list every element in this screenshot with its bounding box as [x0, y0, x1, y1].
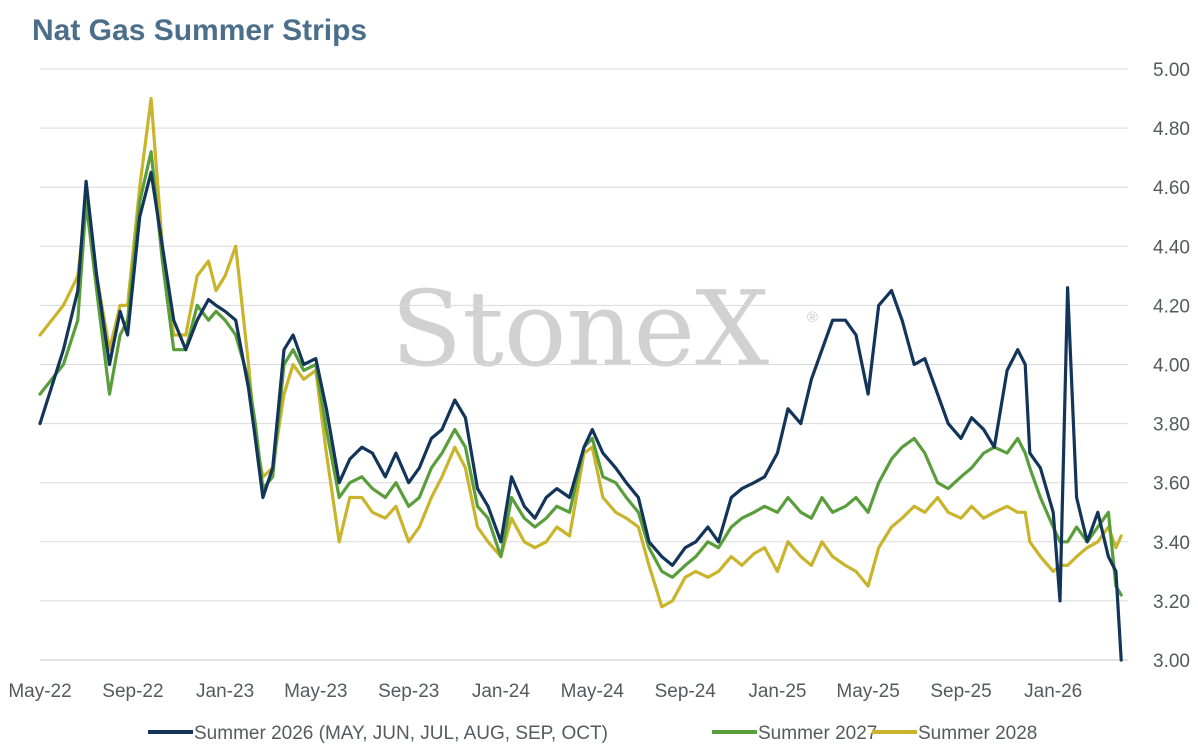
x-tick-label: Jan-24: [472, 681, 531, 702]
y-tick-label: 4.00: [1153, 356, 1190, 377]
x-tick-label: Jan-23: [196, 681, 254, 702]
y-tick-label: 3.40: [1153, 533, 1190, 554]
y-tick-label: 3.00: [1153, 651, 1190, 672]
y-tick-label: 3.80: [1153, 415, 1190, 436]
watermark-registered-mark: ®: [807, 309, 818, 326]
x-tick-label: Sep-22: [102, 681, 163, 702]
y-tick-label: 4.80: [1153, 119, 1190, 140]
x-axis-ticks: May-22 Sep-22 Jan-23 May-23 Sep-23 Jan-24 May-…: [8, 681, 1082, 702]
x-tick-label: May-25: [836, 681, 899, 702]
legend-label: Summer 2026 (MAY, JUN, JUL, AUG, SEP, OC…: [194, 723, 608, 744]
chart-title: Nat Gas Summer Strips: [32, 14, 368, 47]
legend-label: Summer 2027: [758, 723, 877, 744]
series-lines: [38, 96, 1123, 662]
x-tick-label: May-24: [561, 681, 625, 702]
x-tick-label: Sep-24: [655, 681, 717, 702]
y-tick-label: 3.20: [1153, 592, 1190, 613]
x-tick-label: Jan-26: [1024, 681, 1082, 702]
watermark-text: StoneX: [391, 268, 769, 390]
legend-label: Summer 2028: [918, 723, 1037, 744]
y-tick-label: 4.60: [1153, 178, 1190, 199]
y-tick-label: 4.40: [1153, 237, 1190, 258]
gridlines: [40, 68, 1128, 661]
x-tick-label: May-23: [284, 681, 347, 702]
x-tick-label: May-22: [8, 681, 71, 702]
legend: Summer 2026 (MAY, JUN, JUL, AUG, SEP, OC…: [148, 723, 1037, 744]
y-tick-label: 4.20: [1153, 296, 1190, 317]
x-tick-label: Sep-23: [378, 681, 439, 702]
y-tick-label: 3.60: [1153, 474, 1190, 495]
series-line-1: [38, 170, 1123, 662]
y-axis-ticks: 3.00 3.20 3.40 3.60 3.80 4.00 4.20 4.40 4.60 4.80…: [1153, 60, 1190, 672]
x-tick-label: Jan-25: [748, 681, 806, 702]
y-tick-label: 5.00: [1153, 60, 1190, 81]
x-tick-label: Sep-25: [930, 681, 991, 702]
